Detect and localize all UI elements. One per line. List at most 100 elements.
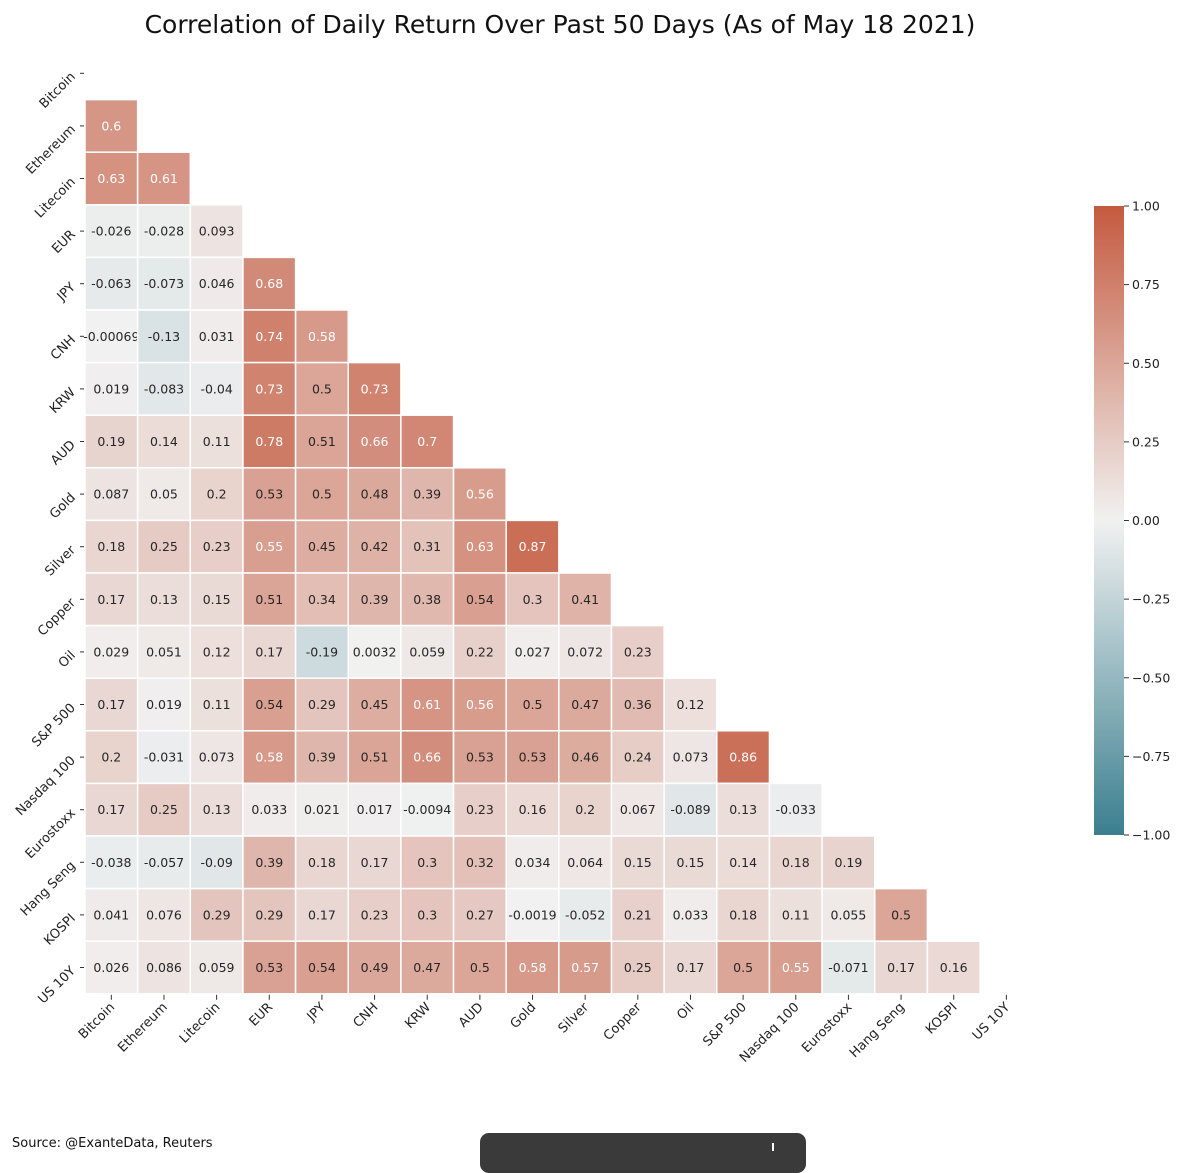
cell-value-label: 0.17 xyxy=(361,855,389,870)
source-note: Source: @ExanteData, Reuters xyxy=(12,1136,213,1151)
cell-value-label: 0.17 xyxy=(255,644,283,659)
y-tick-label: CNH xyxy=(48,333,79,364)
cell-value-label: 0.14 xyxy=(150,434,178,449)
x-tick-label: EUR xyxy=(247,1000,277,1030)
cell-value-label: 0.17 xyxy=(677,960,705,975)
heatmap-cell xyxy=(294,309,350,364)
media-overlay-bar[interactable] xyxy=(480,1133,806,1173)
cell-value-label: 0.15 xyxy=(624,855,652,870)
cell-value-label: 0.45 xyxy=(308,539,336,554)
cell-value-label: 0.22 xyxy=(466,644,494,659)
heatmap-cell xyxy=(663,730,718,785)
cell-value-label: -0.19 xyxy=(306,644,338,659)
cell-value-label: -0.0094 xyxy=(403,802,451,817)
chart-title: Correlation of Daily Return Over Past 50… xyxy=(144,10,976,39)
cell-value-label: 0.3 xyxy=(417,907,437,922)
heatmap-cell xyxy=(716,940,771,995)
cell-value-label: 0.61 xyxy=(150,171,178,186)
y-tick-label: S&P 500 xyxy=(29,701,79,751)
heatmap-cell xyxy=(136,940,192,995)
cell-value-label: 0.53 xyxy=(519,750,547,765)
cell-value-label: 0.39 xyxy=(413,487,441,502)
cell-value-label: 0.53 xyxy=(255,487,283,502)
heatmap-cell xyxy=(716,887,771,942)
cell-value-label: 0.0032 xyxy=(353,644,397,659)
heatmap-cell xyxy=(558,835,613,890)
heatmap-cell xyxy=(294,572,350,627)
x-tick-label: Oil xyxy=(674,1000,697,1023)
cell-value-label: 0.5 xyxy=(891,907,911,922)
heatmap-cell xyxy=(136,782,192,837)
cell-value-label: 0.031 xyxy=(199,329,235,344)
cell-value-label: 0.073 xyxy=(673,750,709,765)
heatmap-cell xyxy=(452,624,507,679)
heatmap-cell xyxy=(136,677,192,732)
cell-value-label: 0.5 xyxy=(312,381,332,396)
cell-value-label: 0.39 xyxy=(361,592,389,607)
cell-value-label: 0.23 xyxy=(203,539,231,554)
heatmap-cell xyxy=(84,572,139,627)
cell-value-label: 0.51 xyxy=(308,434,336,449)
heatmap-cell xyxy=(136,256,192,311)
cell-value-label: 0.51 xyxy=(255,592,283,607)
cell-value-label: -0.052 xyxy=(565,907,605,922)
cell-value-label: 0.73 xyxy=(361,381,389,396)
cell-value-label: 0.27 xyxy=(466,907,494,922)
heatmap-cell xyxy=(505,835,560,890)
y-tick-label: Bitcoin xyxy=(37,70,79,112)
heatmap-cell xyxy=(242,624,297,679)
cell-value-label: 0.051 xyxy=(146,644,182,659)
heatmap-cell xyxy=(84,361,139,416)
cell-value-label: 0.31 xyxy=(413,539,441,554)
cell-value-label: -0.083 xyxy=(144,381,184,396)
colorbar-tick-label: −0.50 xyxy=(1132,670,1170,685)
cell-value-label: 0.23 xyxy=(361,907,389,922)
cell-value-label: 0.29 xyxy=(255,907,283,922)
cell-value-label: -0.04 xyxy=(200,381,232,396)
colorbar-tick-label: 0.75 xyxy=(1132,277,1160,292)
cell-value-label: 0.034 xyxy=(515,855,551,870)
cell-value-label: 0.78 xyxy=(255,434,283,449)
heatmap-cell xyxy=(452,467,507,522)
colorbar xyxy=(1094,206,1124,835)
cell-value-label: -0.038 xyxy=(91,855,131,870)
heatmap-cell xyxy=(189,887,244,942)
heatmap-cell xyxy=(136,309,192,364)
cell-value-label: 0.12 xyxy=(203,644,231,659)
colorbar-tick-label: 0.25 xyxy=(1132,434,1160,449)
cell-value-label: 0.15 xyxy=(203,592,231,607)
heatmap-cell xyxy=(663,940,718,995)
heatmap-cell xyxy=(505,624,560,679)
heatmap-cell xyxy=(874,887,929,942)
heatmap-cell xyxy=(452,519,507,574)
cell-value-label: 0.13 xyxy=(203,802,231,817)
heatmap-cell xyxy=(452,730,507,785)
cell-value-label: 0.29 xyxy=(203,907,231,922)
colorbar-tick-label: 0.00 xyxy=(1132,513,1160,528)
heatmap-cell xyxy=(663,677,718,732)
heatmap-cell xyxy=(505,730,560,785)
cell-value-label: 0.66 xyxy=(413,750,441,765)
heatmap-cell xyxy=(136,730,192,785)
cell-value-label: 0.57 xyxy=(571,960,599,975)
heatmap-cell xyxy=(926,940,981,995)
cell-value-label: 0.064 xyxy=(567,855,603,870)
heatmap-cell xyxy=(294,624,350,679)
y-tick-label: Litecoin xyxy=(32,175,79,222)
heatmap-cell xyxy=(400,414,455,469)
x-tick-label: Copper xyxy=(601,1000,645,1044)
cell-value-label: -0.0019 xyxy=(508,907,556,922)
cell-value-label: 0.23 xyxy=(466,802,494,817)
heatmap-cell xyxy=(189,414,244,469)
cell-value-label: 0.63 xyxy=(466,539,494,554)
heatmap-cell xyxy=(558,677,613,732)
heatmap-cell xyxy=(347,940,402,995)
cell-value-label: 0.026 xyxy=(93,960,129,975)
cell-value-label: 0.45 xyxy=(361,697,389,712)
colorbar-tick-label: 0.50 xyxy=(1132,356,1160,371)
cell-value-label: -0.063 xyxy=(91,276,131,291)
cell-value-label: 0.48 xyxy=(361,487,389,502)
cell-value-label: 0.19 xyxy=(835,855,863,870)
cell-value-label: 0.11 xyxy=(203,697,231,712)
cell-value-label: 0.7 xyxy=(417,434,437,449)
